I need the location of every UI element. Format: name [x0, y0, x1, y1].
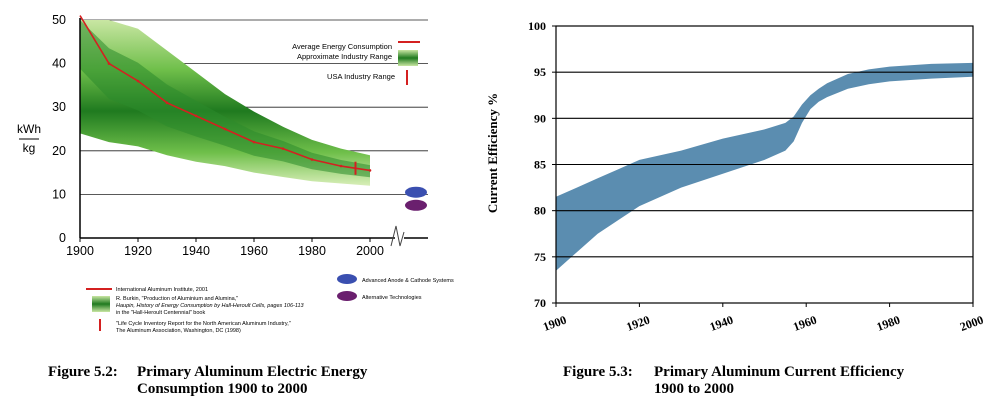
legend-anode-swatch — [337, 274, 357, 284]
x-tick-label-1920: 1920 — [624, 313, 651, 334]
axes — [79, 18, 428, 239]
average-point-1930 — [165, 101, 169, 105]
source-2-line1: R. Burkin, "Production of Aluminium and … — [116, 296, 238, 302]
grid — [556, 71, 973, 258]
tech-marker-0 — [405, 186, 427, 198]
legend-usa-label: USA Industry Range — [327, 72, 395, 81]
x-tick-label-1980: 1980 — [875, 313, 902, 334]
x-tick-label-1940: 1940 — [708, 313, 735, 334]
source-2-line3: in the "Hall-Heroult Centennial" book — [116, 310, 205, 316]
caption-label: Figure 5.3: — [563, 364, 633, 380]
y-tick-label-20: 20 — [52, 144, 66, 158]
y-tick-label-0: 0 — [59, 231, 66, 245]
x-tick-label-2000: 2000 — [958, 313, 985, 334]
y-tick-label-90: 90 — [534, 111, 546, 125]
caption-line-2: Consumption 1900 to 2000 — [137, 381, 308, 397]
y-tick-label-95: 95 — [534, 65, 546, 79]
legend-alt-swatch — [337, 291, 357, 301]
y-tick-label-50: 50 — [52, 13, 66, 27]
x-tick-label-1960: 1960 — [240, 244, 268, 258]
average-point-1940 — [194, 114, 198, 118]
caption-line-2: 1900 to 2000 — [654, 381, 734, 397]
average-point-2000 — [368, 169, 372, 172]
y-tick-label-85: 85 — [534, 158, 546, 172]
caption-line-1: Primary Aluminum Electric Energy — [137, 364, 368, 380]
y-tick-label-70: 70 — [534, 296, 546, 310]
legend-top: Average Energy Consumption Approximate I… — [292, 41, 420, 85]
x-tick-label-1900: 1900 — [541, 313, 568, 334]
x-tick-label-1940: 1940 — [182, 244, 210, 258]
x-tick-labels: 1900 1920 1940 1960 1980 2000 — [541, 303, 985, 334]
legend-range-swatch — [398, 50, 418, 66]
x-tick-label-2000: 2000 — [356, 244, 384, 258]
source-3-line2: The Aluminum Association, Washington, DC… — [116, 328, 241, 334]
current-efficiency-chart: 70 75 80 85 90 95 100 1900 1920 1940 1960 1980 2000… — [485, 19, 985, 334]
y-tick-labels: 70 75 80 85 90 95 100 — [528, 19, 556, 310]
y-tick-label-100: 100 — [528, 19, 546, 33]
industry-range-core — [80, 20, 370, 178]
efficiency-band — [556, 62, 973, 271]
average-point-1970 — [281, 147, 285, 150]
x-tick-label-1900: 1900 — [66, 244, 94, 258]
x-tick-label-1960: 1960 — [791, 313, 818, 334]
average-point-1960 — [252, 140, 256, 144]
y-axis-label: kWh kg — [17, 122, 41, 155]
legend-average-label: Average Energy Consumption — [292, 42, 392, 51]
x-tick-label-1980: 1980 — [298, 244, 326, 258]
ylabel-top: kWh — [17, 122, 41, 136]
efficiency-range-area — [556, 62, 973, 271]
y-tick-label-10: 10 — [52, 187, 66, 201]
ylabel-bottom: kg — [23, 141, 36, 155]
industry-range-area — [80, 20, 370, 186]
x-tick-labels: 1900 1920 1940 1960 1980 2000 — [66, 238, 384, 258]
y-tick-label-80: 80 — [534, 204, 546, 218]
source-1: International Aluminum Institute, 2001 — [116, 287, 208, 293]
average-point-1920 — [136, 79, 140, 83]
average-point-1950 — [223, 127, 227, 131]
average-line — [79, 15, 372, 175]
source-3-line1: "Life Cycle Inventory Report for the Nor… — [116, 321, 291, 327]
legend-alt-label: Alternative Technologies — [362, 295, 422, 301]
tech-marker-1 — [405, 199, 427, 211]
y-tick-label-75: 75 — [534, 250, 546, 264]
caption-label: Figure 5.2: — [48, 364, 118, 380]
y-tick-labels: 0 10 20 30 40 50 — [52, 13, 66, 245]
average-point-1990 — [339, 164, 343, 168]
industry-range-band — [80, 20, 370, 186]
axis-break-mark — [390, 225, 405, 247]
sources-legend: International Aluminum Institute, 2001 R… — [86, 274, 454, 334]
y-axis-label: Current Efficiency % — [485, 93, 500, 213]
legend-range-label: Approximate Industry Range — [297, 52, 392, 61]
source-band-swatch — [92, 296, 110, 312]
legend-anode-label: Advanced Anode & Cathode Systems — [362, 278, 454, 284]
average-point-1910 — [107, 62, 111, 65]
energy-consumption-chart: 1900 1920 1940 1960 1980 2000 0 10 20 30 40 50 kWh… — [17, 13, 454, 334]
average-point-1980 — [310, 158, 314, 161]
y-tick-label-30: 30 — [52, 100, 66, 114]
y-tick-label-40: 40 — [52, 57, 66, 71]
x-tick-label-1920: 1920 — [124, 244, 152, 258]
source-2-line2: Haupin, History of Energy Consumption by… — [116, 303, 305, 309]
caption-line-1: Primary Aluminum Current Efficiency — [654, 364, 905, 380]
technology-markers — [405, 186, 427, 211]
